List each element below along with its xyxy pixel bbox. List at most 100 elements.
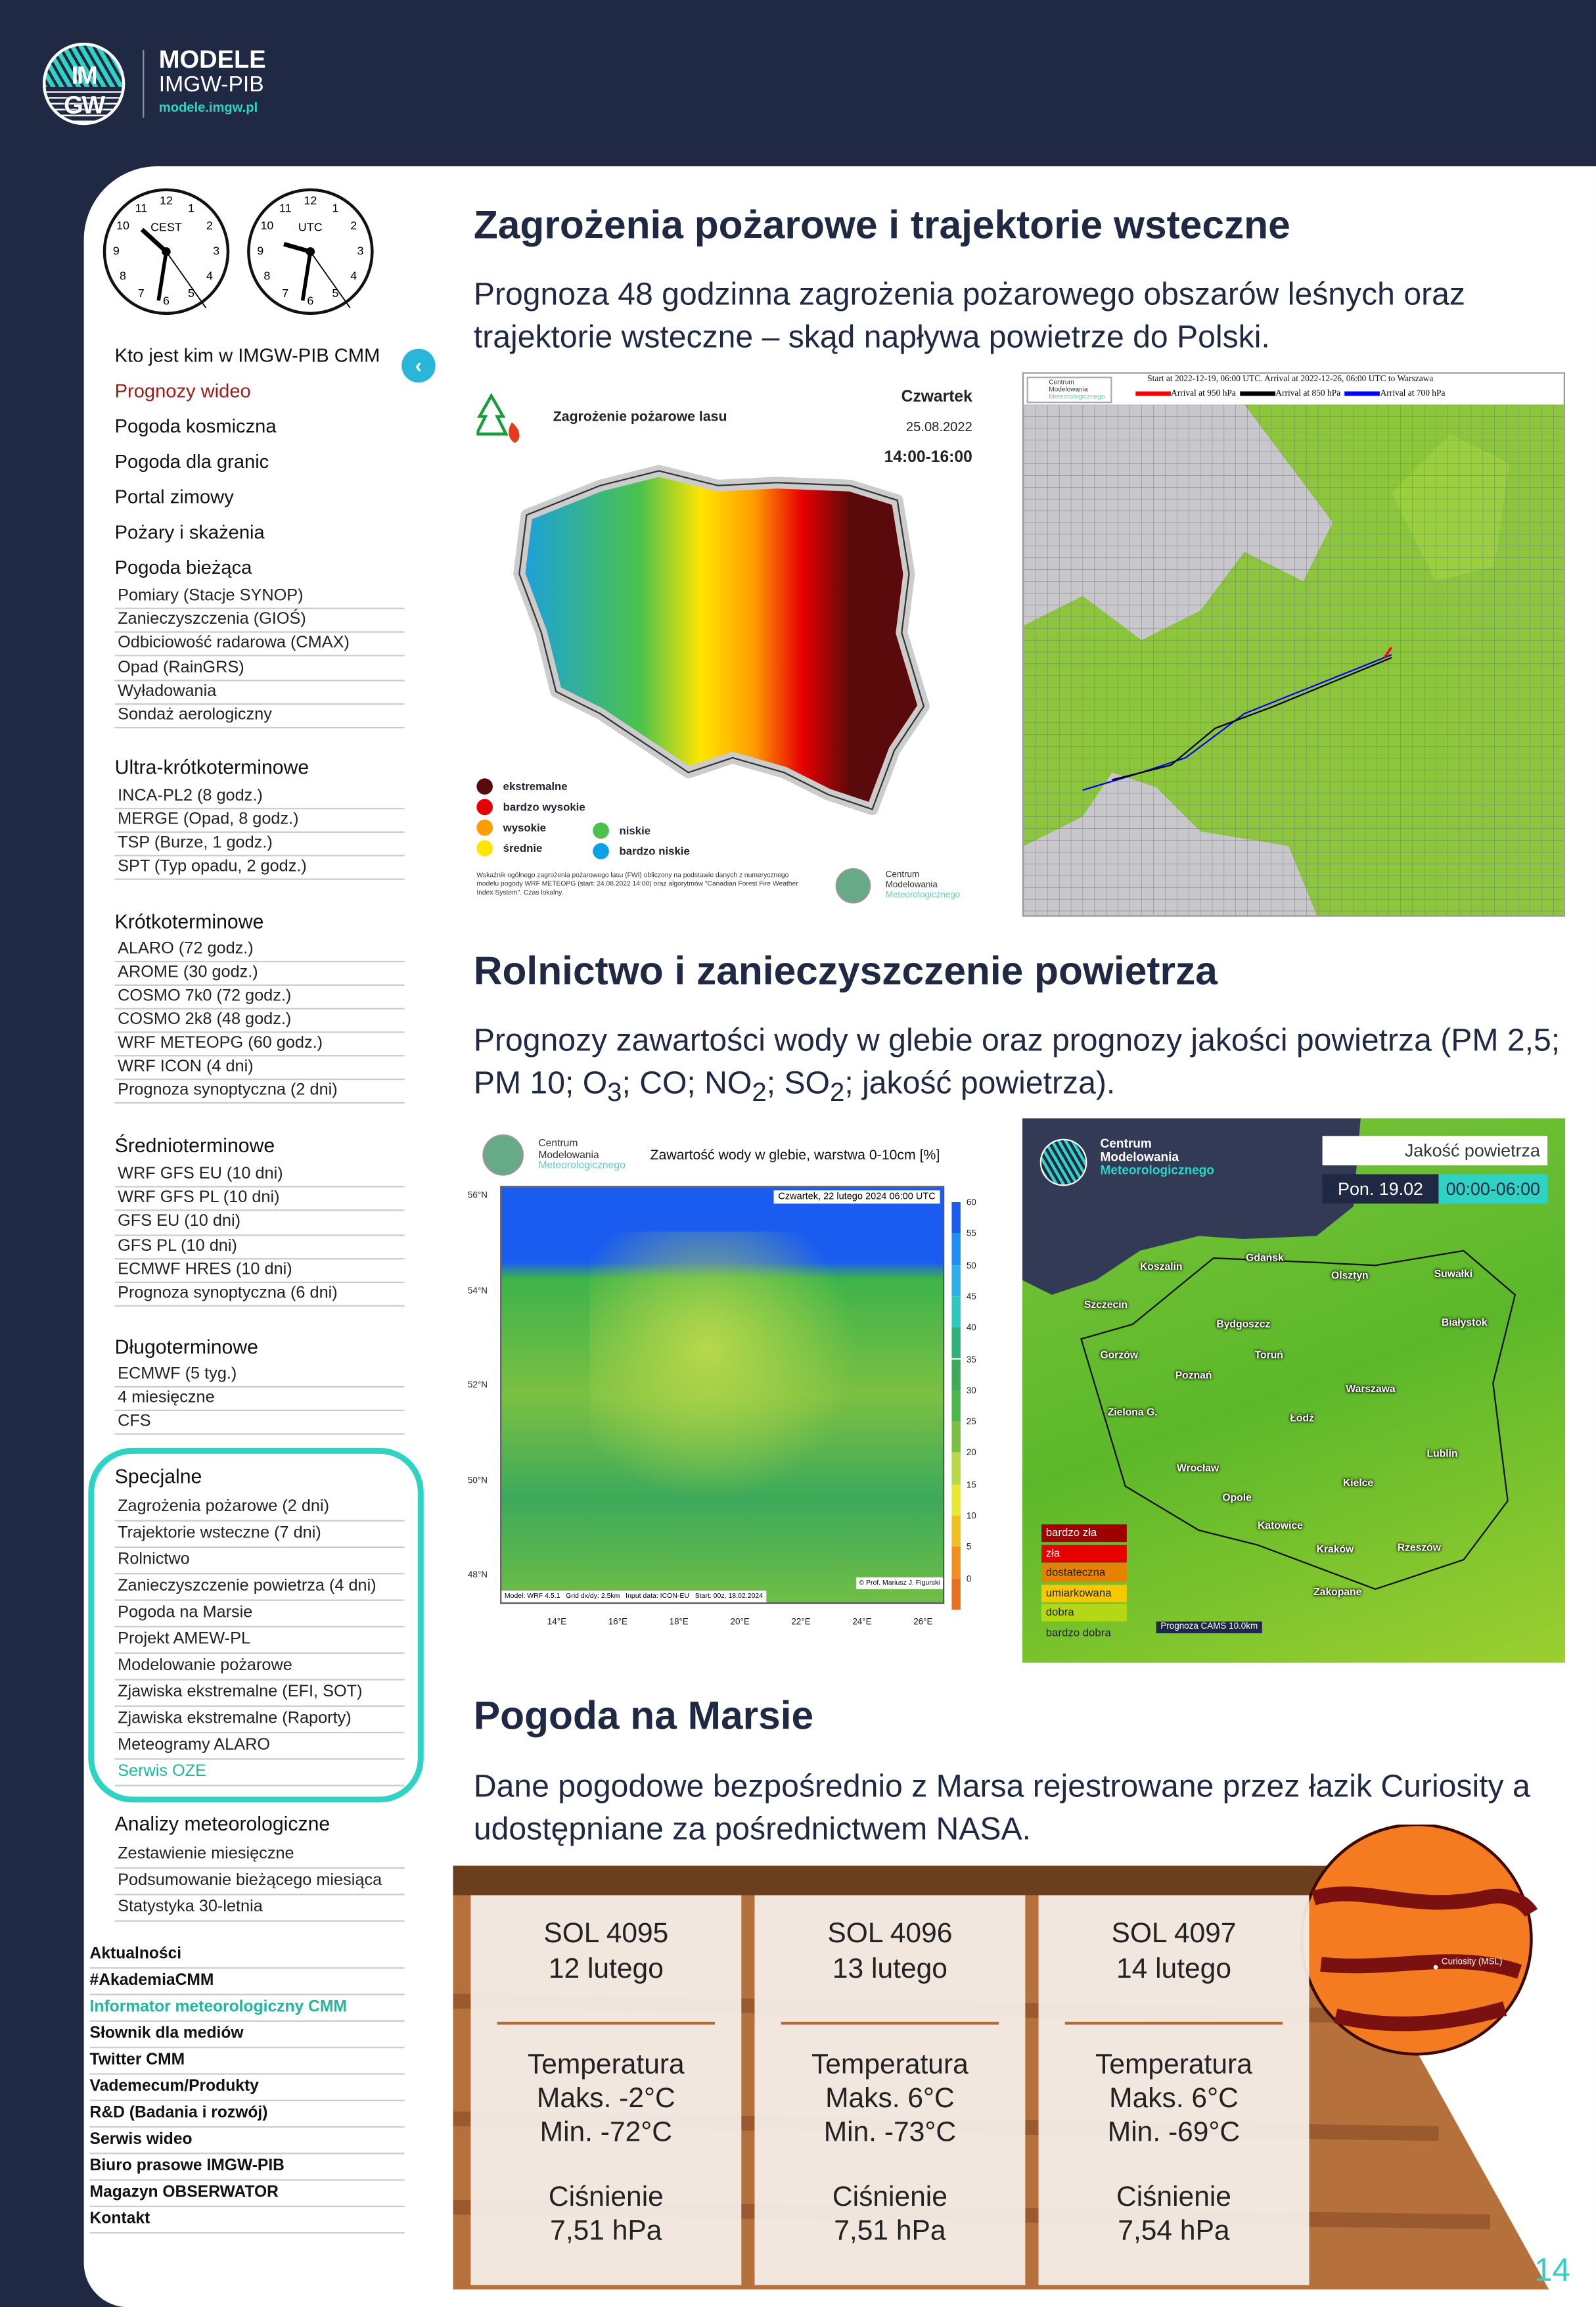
sidebar-subitem[interactable]: Sondaż aerologiczny <box>114 705 405 729</box>
sidebar-subitem[interactable]: MERGE (Opad, 8 godz.) <box>114 809 405 833</box>
legend-item: bardzo zła <box>1041 1524 1127 1543</box>
sidebar-link[interactable]: Aktualności <box>89 1942 405 1969</box>
clock-number: 12 <box>304 194 317 208</box>
sidebar-item[interactable]: Pogoda dla granic <box>114 450 269 473</box>
lat-label: 52°N <box>467 1382 488 1391</box>
sidebar-item[interactable]: Portal zimowy <box>114 485 234 508</box>
sidebar-subitem[interactable]: Prognoza synoptyczna (2 dni) <box>114 1080 405 1104</box>
card-min: Min. -72°C <box>539 2117 673 2149</box>
sidebar-subitem[interactable]: WRF GFS PL (10 dni) <box>114 1188 405 1212</box>
lat-label: 54°N <box>467 1286 488 1296</box>
sidebar-link[interactable]: Vademecum/Produkty <box>89 2075 405 2101</box>
sidebar-subitem[interactable]: Pomiary (Stacje SYNOP) <box>114 586 405 609</box>
card-max: Maks. 6°C <box>825 2083 955 2115</box>
fire-risk-map[interactable]: Zagrożenie pożarowe lasu Czwartek 25.08.… <box>467 375 983 912</box>
sidebar-subitem[interactable]: Odbiciowość radarowa (CMAX) <box>114 634 405 657</box>
sidebar-subitem[interactable]: Projekt AMEW-PL <box>114 1627 405 1654</box>
sidebar-subitem[interactable]: Wyładowania <box>114 681 405 705</box>
sidebar-link[interactable]: R&D (Badania i rozwój) <box>89 2101 405 2128</box>
logo-stripes <box>45 87 122 122</box>
colorbar-cell <box>951 1515 961 1547</box>
sidebar-link[interactable]: Biuro prasowe IMGW-PIB <box>89 2154 405 2181</box>
legend-swatch <box>593 822 609 839</box>
sidebar-subitem[interactable]: Zjawiska ekstremalne (EFI, SOT) <box>114 1681 405 1707</box>
subscript: 2 <box>830 1077 845 1107</box>
sidebar-subitem[interactable]: Trajektorie wsteczne (7 dni) <box>114 1522 405 1549</box>
org-line: Centrum <box>885 871 920 880</box>
sidebar-subitem[interactable]: Zanieczyszczenia (GIOŚ) <box>114 609 405 634</box>
sidebar-subitem[interactable]: COSMO 7k0 (72 godz.) <box>114 986 405 1010</box>
sidebar-subitem[interactable]: Pogoda na Marsie <box>114 1601 405 1628</box>
sidebar-subitem[interactable]: Rolnictwo <box>114 1548 405 1575</box>
sidebar-subitem[interactable]: TSP (Burze, 1 godz.) <box>114 833 405 856</box>
sidebar-subitem[interactable]: COSMO 2k8 (48 godz.) <box>114 1010 405 1033</box>
card-sol: SOL 4095 <box>543 1919 669 1950</box>
sidebar-subitem[interactable]: AROME (30 godz.) <box>114 962 405 986</box>
soil-map-field <box>589 1231 884 1526</box>
sidebar-item[interactable]: Kto jest kim w IMGW-PIB CMM <box>114 344 380 367</box>
clock-number: 5 <box>332 287 339 301</box>
sidebar-subitem[interactable]: Podsumowanie bieżącego miesiąca <box>114 1869 405 1896</box>
card-pressure: 7,51 hPa <box>834 2216 946 2247</box>
clock-hands <box>140 227 207 308</box>
sidebar-subitem[interactable]: WRF METEOPG (60 godz.) <box>114 1033 405 1057</box>
sidebar-link[interactable]: Twitter CMM <box>89 2048 405 2075</box>
soil-map-title: Zawartość wody w glebie, warstwa 0-10cm … <box>650 1148 940 1164</box>
sidebar-link[interactable]: Serwis wideo <box>89 2128 405 2155</box>
sidebar-subitem[interactable]: WRF ICON (4 dni) <box>114 1056 405 1081</box>
sidebar-subitem[interactable]: GFS PL (10 dni) <box>114 1236 405 1259</box>
chevron-left-icon[interactable]: ‹ <box>401 348 436 383</box>
sidebar-link[interactable]: #AkademiaCMM <box>89 1969 405 1995</box>
sidebar-subitem[interactable]: ECMWF HRES (10 dni) <box>114 1259 405 1284</box>
sidebar-link[interactable]: Magazyn OBSERWATOR <box>89 2181 405 2208</box>
sidebar-subitem[interactable]: WRF GFS EU (10 dni) <box>114 1164 405 1188</box>
soil-moisture-map[interactable]: Centrum Modelowania Meteorologicznego Zawa… <box>467 1125 983 1633</box>
sidebar-link[interactable]: Kontakt <box>89 2207 405 2234</box>
sidebar-subitem[interactable]: Opad (RainGRS) <box>114 657 405 681</box>
sidebar-subitem[interactable]: ECMWF (5 tyg.) <box>114 1364 405 1388</box>
sidebar-subitem[interactable]: SPT (Typ opadu, 2 godz.) <box>114 856 405 880</box>
colorbar-tick: 45 <box>966 1293 976 1303</box>
colorbar-tick: 30 <box>966 1387 976 1397</box>
mars-sol-card: SOL 4095 12 lutego Temperatura Maks. -2°C Mi… <box>470 1895 742 2285</box>
back-trajectory-map[interactable]: Centrum Modelowania Meteorologicznego Star… <box>1022 372 1565 917</box>
sidebar-subitem[interactable]: Prognoza synoptyczna (6 dni) <box>114 1283 405 1307</box>
legend-label: Arrival at 700 hPa <box>1380 390 1446 399</box>
clock-number: 3 <box>213 244 220 258</box>
air-map-baltic-sea <box>1022 1118 1516 1590</box>
imgw-logo[interactable]: IM GW <box>42 42 125 126</box>
lon-label: 22°E <box>791 1618 811 1628</box>
sidebar-subitem[interactable]: Zjawiska ekstremalne (Raporty) <box>114 1707 405 1734</box>
org-line: Meteorologicznego <box>538 1161 626 1172</box>
sidebar-subitem[interactable]: Zestawienie miesięczne <box>114 1842 405 1869</box>
org-line: Modelowania <box>1100 1149 1179 1164</box>
clock-hands <box>283 242 351 308</box>
fire-map-day: Czwartek <box>901 388 972 406</box>
sidebar-subitem[interactable]: Serwis OZE <box>114 1759 405 1786</box>
sidebar-subitem[interactable]: INCA-PL2 (8 godz.) <box>114 785 405 810</box>
sidebar-subitem[interactable]: ALARO (72 godz.) <box>114 939 405 963</box>
sidebar-subitem[interactable]: 4 miesięczne <box>114 1387 405 1411</box>
sidebar-item[interactable]: Pożary i skażenia <box>114 521 265 544</box>
sidebar-item[interactable]: Pogoda bieżąca <box>114 556 252 578</box>
sidebar-subitem[interactable]: Zanieczyszczenie powietrza (4 dni) <box>114 1574 405 1601</box>
colorbar-tick: 5 <box>966 1544 972 1553</box>
brand-url[interactable]: modele.imgw.pl <box>158 100 258 115</box>
sidebar-subitem[interactable]: Meteogramy ALARO <box>114 1733 405 1760</box>
sidebar-subitem[interactable]: CFS <box>114 1411 405 1435</box>
trajectory-org: Centrum Modelowania Meteorologicznego <box>1026 377 1112 404</box>
fire-map-date: 25.08.2022 <box>905 419 972 434</box>
sidebar-subitem[interactable]: Modelowanie pożarowe <box>114 1654 405 1681</box>
subtitle-text: ; CO; NO <box>622 1065 752 1101</box>
city-label: Rzeszów <box>1397 1543 1441 1554</box>
sidebar-item[interactable]: Pogoda kosmiczna <box>114 415 277 437</box>
sidebar-subitem[interactable]: Statystyka 30-letnia <box>114 1895 405 1922</box>
colorbar-cell <box>951 1484 961 1516</box>
sidebar-subitem[interactable]: Zagrożenia pożarowe (2 dni) <box>114 1495 405 1522</box>
sidebar-link[interactable]: Słownik dla mediów <box>89 2022 405 2049</box>
colorbar-cell <box>951 1202 961 1234</box>
sidebar-group-title: Analizy meteorologiczne <box>114 1813 331 1835</box>
sidebar-link[interactable]: Informator meteorologiczny CMM <box>89 1995 405 2022</box>
sidebar-item[interactable]: Prognozy wideo <box>114 379 251 402</box>
sidebar-subitem[interactable]: GFS EU (10 dni) <box>114 1211 405 1236</box>
